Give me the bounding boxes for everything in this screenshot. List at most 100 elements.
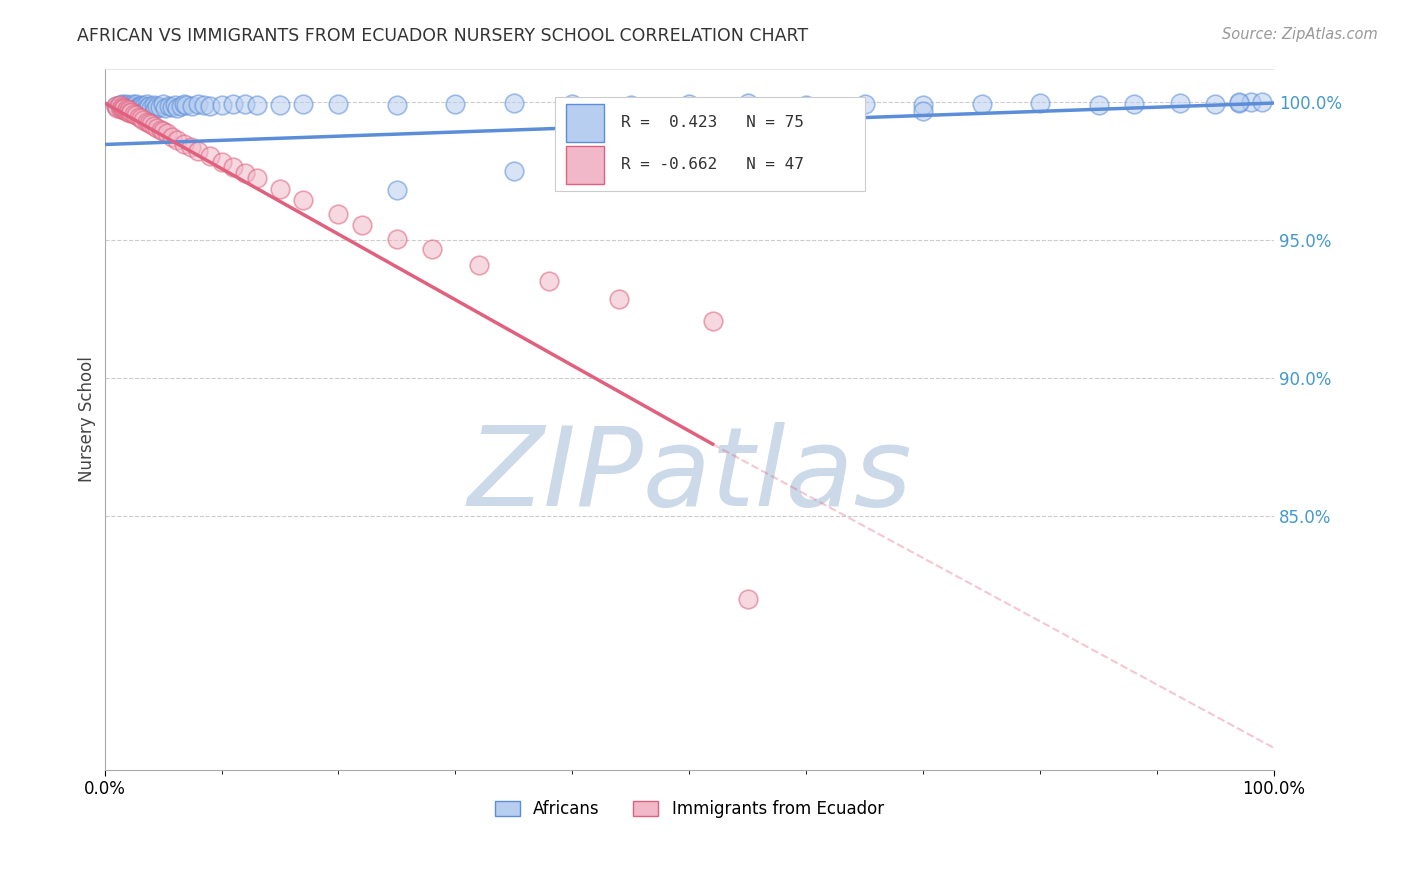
Point	[120, 101, 142, 115]
Point	[794, 98, 817, 112]
Point	[114, 99, 136, 113]
Point	[138, 116, 160, 130]
Point	[620, 139, 643, 153]
Point	[678, 96, 700, 111]
Point	[246, 171, 269, 186]
Point	[138, 99, 160, 113]
Point	[129, 111, 152, 125]
Point	[385, 98, 408, 112]
Text: ZIPatlas: ZIPatlas	[467, 422, 911, 529]
Point	[180, 140, 202, 154]
Point	[233, 96, 256, 111]
Point	[1170, 96, 1192, 111]
Point	[107, 101, 129, 115]
Point	[181, 99, 204, 113]
Point	[129, 101, 152, 115]
Point	[152, 124, 174, 138]
Point	[1029, 96, 1052, 111]
Point	[142, 119, 165, 133]
Point	[114, 96, 136, 111]
Point	[108, 98, 131, 112]
Point	[128, 100, 150, 114]
Point	[173, 136, 195, 151]
Point	[211, 154, 233, 169]
Point	[149, 123, 172, 137]
Point	[187, 96, 209, 111]
FancyBboxPatch shape	[555, 96, 865, 191]
Point	[117, 102, 139, 116]
Point	[502, 163, 524, 178]
Point	[146, 99, 169, 113]
Point	[127, 102, 149, 116]
Point	[135, 97, 157, 112]
Point	[385, 183, 408, 197]
Point	[111, 102, 134, 116]
Point	[111, 97, 134, 112]
Point	[136, 100, 159, 114]
Point	[1204, 96, 1226, 111]
Point	[166, 101, 188, 115]
Point	[118, 103, 141, 118]
Point	[110, 102, 132, 116]
Bar	[567, 103, 605, 142]
Point	[162, 130, 184, 145]
Point	[152, 97, 174, 112]
Point	[107, 100, 129, 114]
Point	[143, 102, 166, 116]
Point	[118, 100, 141, 114]
Text: AFRICAN VS IMMIGRANTS FROM ECUADOR NURSERY SCHOOL CORRELATION CHART: AFRICAN VS IMMIGRANTS FROM ECUADOR NURSE…	[77, 27, 808, 45]
Point	[155, 127, 177, 141]
Point	[537, 274, 560, 288]
Point	[420, 243, 443, 257]
Point	[737, 591, 759, 606]
Point	[269, 182, 291, 196]
Point	[125, 108, 148, 122]
Point	[114, 101, 136, 115]
Text: R =  0.423   N = 75: R = 0.423 N = 75	[621, 115, 804, 130]
Point	[173, 96, 195, 111]
Point	[131, 98, 153, 112]
Point	[163, 98, 186, 112]
Point	[970, 96, 993, 111]
Point	[157, 99, 180, 113]
Point	[1227, 96, 1250, 111]
Point	[468, 258, 491, 272]
Point	[146, 120, 169, 135]
Point	[350, 218, 373, 232]
Point	[148, 100, 170, 114]
Point	[132, 112, 155, 127]
Point	[115, 98, 138, 112]
Point	[211, 98, 233, 112]
Point	[198, 149, 221, 163]
Point	[607, 292, 630, 306]
Point	[187, 144, 209, 158]
Point	[853, 96, 876, 111]
Point	[620, 98, 643, 112]
Point	[222, 161, 245, 175]
Point	[1087, 98, 1109, 112]
Point	[125, 96, 148, 111]
Point	[269, 98, 291, 112]
Point	[115, 103, 138, 117]
Point	[385, 232, 408, 246]
Bar	[567, 145, 605, 185]
Point	[193, 98, 215, 112]
Point	[128, 99, 150, 113]
Point	[105, 99, 128, 113]
Point	[162, 100, 184, 114]
Point	[561, 96, 583, 111]
Point	[166, 133, 188, 147]
Point	[120, 106, 142, 120]
Point	[121, 105, 143, 120]
Point	[117, 105, 139, 120]
Point	[114, 101, 136, 115]
Point	[502, 96, 524, 111]
Point	[112, 103, 135, 117]
Point	[111, 100, 134, 114]
Text: Source: ZipAtlas.com: Source: ZipAtlas.com	[1222, 27, 1378, 42]
Point	[912, 104, 935, 119]
Point	[1227, 95, 1250, 109]
Point	[292, 96, 315, 111]
Point	[1251, 95, 1274, 110]
Point	[135, 102, 157, 116]
